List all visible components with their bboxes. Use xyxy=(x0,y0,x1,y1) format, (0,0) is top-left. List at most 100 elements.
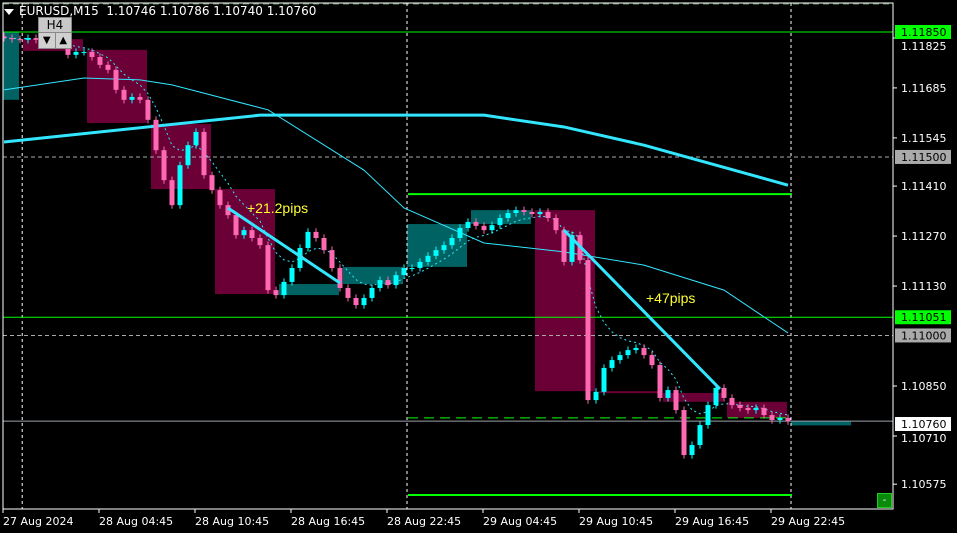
candle-body xyxy=(25,38,31,40)
candle-body xyxy=(689,445,695,456)
candle-body xyxy=(505,212,511,218)
price-label: 1.11850 xyxy=(901,26,947,39)
pips-annotation: +47pips xyxy=(646,290,695,306)
candle-body xyxy=(345,287,351,298)
timeframe-label: H4 xyxy=(46,18,64,32)
candle-body xyxy=(753,407,759,411)
candle-body xyxy=(313,231,319,238)
x-tick-label: 28 Aug 16:45 xyxy=(291,515,365,528)
candle-body xyxy=(17,39,23,41)
h4-candle-zone xyxy=(279,284,339,296)
candle-body xyxy=(457,227,463,238)
price-label: 1.11500 xyxy=(901,151,947,164)
candle-body xyxy=(585,260,591,401)
candle-body xyxy=(89,51,95,57)
y-tick-label: 1.11130 xyxy=(901,280,947,293)
candle-body xyxy=(129,96,135,100)
candle-body xyxy=(185,145,191,166)
h4-candle-zone xyxy=(599,391,659,394)
candle-body xyxy=(761,407,767,416)
price-label: 1.11051 xyxy=(901,311,947,324)
candle-body xyxy=(729,397,735,406)
price-label: 1.11000 xyxy=(901,329,947,342)
price-label-box xyxy=(895,25,951,39)
candle-body xyxy=(769,415,775,421)
x-tick-label: 29 Aug 16:45 xyxy=(675,515,749,528)
candle-body xyxy=(417,261,423,268)
price-label: 1.10760 xyxy=(901,418,947,431)
candle-body xyxy=(433,250,439,256)
candle-body xyxy=(145,99,151,120)
candle-body xyxy=(9,38,15,40)
candle-body xyxy=(193,131,199,146)
candle-body xyxy=(161,150,167,181)
candle-body xyxy=(321,237,327,251)
y-tick-label: 1.11545 xyxy=(901,132,947,145)
candle-body xyxy=(665,390,671,398)
candle-body xyxy=(649,355,655,366)
candle-body xyxy=(657,365,663,398)
y-tick-label: 1.11825 xyxy=(901,40,947,53)
candle-body xyxy=(553,217,559,231)
y-tick-label: 1.11270 xyxy=(901,230,947,243)
candle-body xyxy=(777,417,783,421)
ma-mid-line xyxy=(3,77,789,334)
candle-body xyxy=(633,347,639,351)
candle-body xyxy=(441,245,447,251)
candle-body xyxy=(625,350,631,356)
plot-area: +21.2pips +47pips xyxy=(3,3,893,509)
price-label-box xyxy=(895,328,951,343)
candle-body xyxy=(289,267,295,282)
candle-body xyxy=(169,180,175,206)
price-label-box xyxy=(895,310,951,325)
candle-body xyxy=(281,281,287,296)
x-tick-label: 27 Aug 2024 xyxy=(3,515,73,528)
candle-body xyxy=(385,280,391,286)
x-tick-label: 29 Aug 10:45 xyxy=(579,515,653,528)
timeframe-up-button[interactable]: ▲ xyxy=(54,32,71,48)
candle-body xyxy=(217,190,223,206)
candle-body xyxy=(369,287,375,298)
y-tick-label: 1.11685 xyxy=(901,82,947,95)
candle-body xyxy=(473,221,479,226)
h4-candle-zone xyxy=(215,189,275,295)
x-tick-label: 28 Aug 04:45 xyxy=(99,515,173,528)
candle-body xyxy=(561,230,567,262)
candle-body xyxy=(305,231,311,248)
candle-body xyxy=(401,267,407,276)
ohlc-values: 1.10746 1.10786 1.10740 1.10760 xyxy=(106,4,317,18)
candle-body xyxy=(609,360,615,368)
candle-body xyxy=(617,355,623,361)
candle-body xyxy=(465,221,471,228)
timeframe-down-button[interactable]: ▼ xyxy=(39,32,55,48)
candle-body xyxy=(257,237,263,246)
candle-body xyxy=(713,387,719,406)
candle-body xyxy=(785,417,791,422)
candle-body xyxy=(337,267,343,288)
candle-body xyxy=(177,165,183,206)
price-label-box xyxy=(895,149,951,164)
h4-candle-zone xyxy=(663,392,723,402)
candle-body xyxy=(81,51,87,53)
candle-body xyxy=(233,215,239,236)
pips-annotation: +21.2pips xyxy=(247,200,308,216)
timeframe-widget: H4 ▼ ▲ xyxy=(38,17,72,49)
candle-body xyxy=(153,119,159,151)
candle-body xyxy=(721,387,727,398)
candle-body xyxy=(593,391,599,401)
candle-body xyxy=(481,225,487,231)
candle-body xyxy=(209,175,215,191)
y-tick-label: 1.10850 xyxy=(901,380,947,393)
h4-candle-zone xyxy=(791,421,851,426)
candle-body xyxy=(225,205,231,216)
candle-body xyxy=(73,51,79,55)
minimize-button[interactable]: - xyxy=(877,493,892,508)
candle-body xyxy=(545,211,551,218)
dropdown-triangle-icon[interactable] xyxy=(4,8,14,15)
candle-body xyxy=(33,38,39,40)
candle-body xyxy=(409,267,415,269)
candle-body xyxy=(497,217,503,226)
candle-body xyxy=(425,255,431,262)
candle-body xyxy=(681,410,687,456)
